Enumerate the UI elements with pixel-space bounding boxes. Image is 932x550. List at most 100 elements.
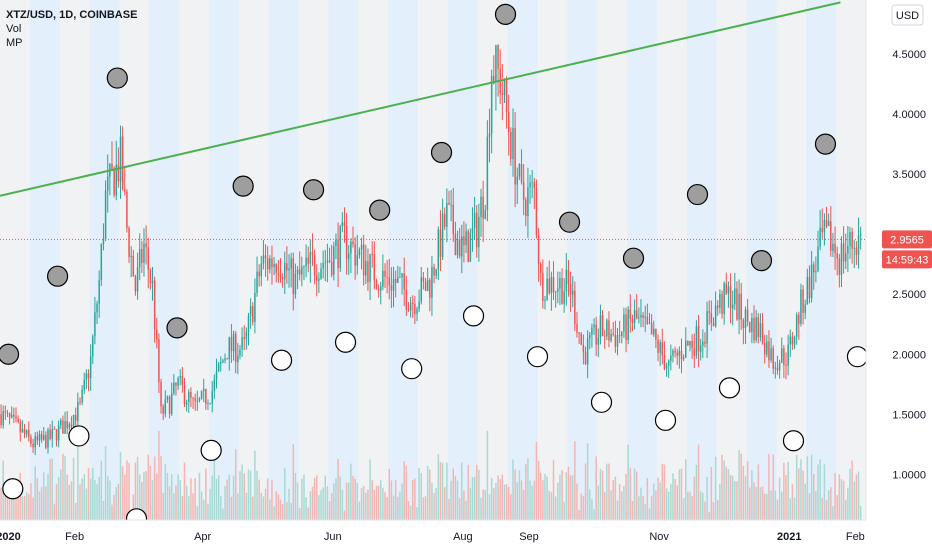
candle-body	[341, 222, 344, 227]
candle-body	[409, 302, 412, 311]
volume-bar	[761, 486, 764, 520]
volume-bar	[13, 487, 15, 520]
candle-body	[8, 413, 11, 418]
candle-body	[53, 428, 56, 430]
volume-bar	[47, 473, 49, 520]
price-tick-label: 2.5000	[892, 289, 926, 301]
candle-body	[710, 313, 713, 323]
symbol-title[interactable]: XTZ/USD, 1D, COINBASE	[6, 9, 138, 21]
volume-bar	[85, 488, 88, 520]
volume-bar	[725, 466, 728, 520]
volume-bars	[0, 430, 862, 520]
candle-body	[787, 344, 789, 366]
price-tick-label: 1.0000	[892, 469, 926, 481]
currency-button[interactable]: USD	[891, 4, 924, 26]
candle-body	[723, 283, 725, 314]
candle-body	[840, 243, 843, 275]
candle-body	[789, 336, 792, 345]
candle-body	[411, 302, 414, 304]
volume-bar	[51, 458, 54, 520]
candle-body	[855, 247, 858, 255]
volume-bar	[281, 504, 284, 520]
candle-body	[847, 246, 849, 254]
volume-bar	[322, 487, 324, 520]
candle-body	[121, 136, 124, 190]
white-circle-marker	[334, 331, 357, 353]
candle-body	[277, 272, 280, 275]
candle-body	[160, 381, 162, 407]
candle-body	[390, 285, 393, 291]
volume-bar	[166, 472, 169, 520]
candle-body	[94, 312, 96, 337]
time-band	[209, 0, 240, 520]
volume-bar	[379, 480, 382, 520]
volume-bar	[128, 463, 130, 520]
candle-body	[345, 225, 348, 259]
volume-bar	[452, 468, 455, 520]
time-axis-panel[interactable]	[0, 520, 932, 550]
price-axis-panel[interactable]	[866, 0, 932, 550]
candle-body	[653, 328, 655, 335]
mp-indicator-label[interactable]: MP	[6, 37, 23, 49]
volume-bar	[443, 487, 446, 520]
candle-body	[143, 243, 145, 263]
candle-body	[493, 76, 495, 83]
volume-bar	[136, 456, 139, 520]
candle-body	[533, 182, 536, 188]
gray-circle-marker	[750, 250, 773, 272]
price-tick-label: 3.5000	[892, 169, 926, 181]
candle-body	[648, 323, 651, 325]
candle-body	[77, 402, 79, 421]
volume-bar	[77, 445, 79, 520]
volume-bar	[849, 468, 851, 520]
volume-bar	[307, 507, 309, 520]
candle-body	[367, 261, 369, 283]
volume-bar	[787, 462, 789, 520]
candle-body	[717, 305, 719, 308]
volume-bar	[384, 492, 386, 520]
candle-body	[429, 279, 431, 298]
volume-bar	[463, 490, 465, 520]
volume-bar	[510, 494, 512, 520]
candle-body	[301, 266, 303, 275]
candle-body	[520, 164, 523, 182]
candle-body	[392, 278, 395, 291]
volume-bar	[57, 476, 60, 520]
volume-bar	[243, 473, 245, 520]
volume-bar	[535, 441, 538, 520]
candle-body	[286, 262, 288, 271]
trend-line[interactable]	[0, 1, 841, 197]
current-price-label: 2.9565	[882, 230, 932, 249]
candle-body	[254, 292, 256, 323]
candle-body	[729, 286, 732, 309]
time-tick-label: 2021	[777, 531, 801, 543]
candle-body	[618, 335, 621, 337]
volume-bar	[676, 485, 678, 520]
candle-body	[290, 258, 292, 269]
volume-bar	[28, 494, 30, 520]
time-band	[0, 0, 31, 520]
volume-bar	[618, 484, 621, 520]
time-band	[537, 0, 568, 520]
volume-bar	[783, 462, 785, 520]
candle-body	[28, 429, 30, 437]
volume-bar	[484, 490, 487, 520]
volume-bar	[311, 486, 314, 520]
candle-body	[326, 260, 329, 263]
candle-body	[264, 255, 267, 259]
volume-bar	[185, 485, 188, 520]
candle-body	[535, 187, 538, 236]
candle-body	[657, 339, 659, 353]
candle-body	[593, 324, 595, 328]
volume-bar	[642, 495, 644, 520]
volume-bar	[25, 491, 28, 520]
candle-body	[211, 391, 213, 404]
volume-indicator-label[interactable]: Vol	[6, 23, 22, 35]
volume-bar	[665, 488, 668, 520]
volume-bar	[712, 502, 715, 520]
volume-bar	[0, 487, 2, 520]
volume-bar	[603, 491, 606, 520]
candle-body	[173, 382, 175, 394]
candle-body	[275, 264, 277, 273]
